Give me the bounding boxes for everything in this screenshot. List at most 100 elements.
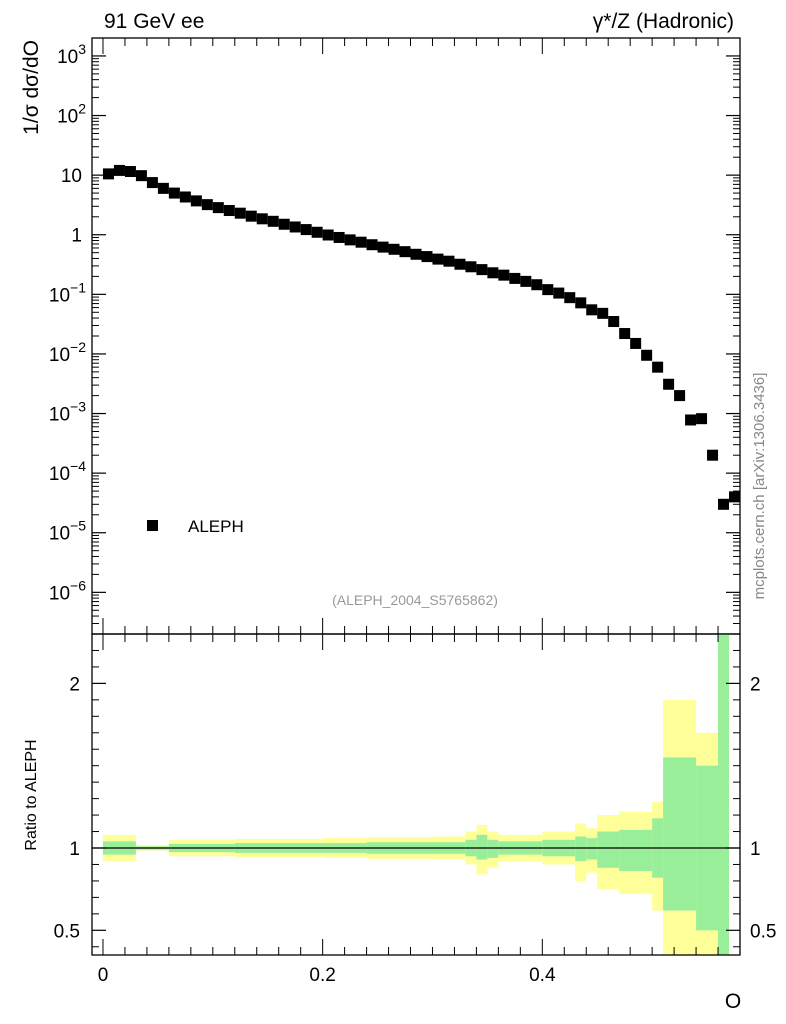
main-y-axis-label: 1/σ dσ/dO bbox=[20, 40, 43, 135]
inner-band-segment bbox=[619, 829, 653, 872]
data-point bbox=[410, 248, 422, 260]
ratio-y-tick-label-right: 1 bbox=[750, 839, 761, 860]
ratio-plot-axes: 0.5 0.5 1 1 2 2 0 0.2 0.4 bbox=[54, 633, 776, 986]
data-point bbox=[586, 304, 598, 316]
data-point bbox=[465, 261, 477, 273]
data-point bbox=[377, 241, 389, 253]
data-point bbox=[454, 258, 466, 270]
data-point bbox=[300, 224, 312, 236]
data-point bbox=[190, 195, 202, 207]
data-point bbox=[168, 187, 180, 199]
data-point bbox=[289, 221, 301, 233]
legend-label: ALEPH bbox=[188, 517, 244, 536]
data-point bbox=[355, 236, 367, 248]
inner-band-segment bbox=[487, 839, 499, 858]
data-point bbox=[575, 297, 587, 309]
data-point bbox=[674, 390, 686, 402]
inner-band-segment bbox=[663, 757, 697, 911]
energy-label: 91 GeV ee bbox=[104, 10, 204, 33]
data-point bbox=[344, 234, 356, 246]
data-point bbox=[652, 361, 664, 373]
main-plot-frame bbox=[91, 37, 741, 635]
aleph-data-points bbox=[102, 164, 741, 510]
ratio-plot-frame bbox=[91, 633, 741, 956]
ratio-y-tick-label-right: 0.5 bbox=[750, 921, 776, 942]
y-tick-label: 10 bbox=[61, 166, 82, 187]
data-point bbox=[564, 292, 576, 304]
data-point bbox=[696, 413, 708, 425]
data-point bbox=[322, 229, 334, 241]
y-tick-label: 103 bbox=[57, 41, 86, 68]
data-point bbox=[267, 215, 279, 227]
data-point bbox=[388, 243, 400, 255]
data-point bbox=[685, 414, 697, 426]
data-point bbox=[157, 182, 169, 194]
data-point bbox=[608, 316, 620, 328]
data-point bbox=[146, 177, 158, 189]
data-point bbox=[718, 498, 730, 510]
x-tick-label: 0.4 bbox=[529, 965, 556, 986]
data-point bbox=[432, 253, 444, 265]
data-point bbox=[443, 255, 455, 267]
inner-band-segment bbox=[476, 834, 488, 860]
main-plot-axes: 10−6 10−5 10−4 10−3 10−2 10−1 1 10 102 103 bbox=[49, 37, 741, 635]
data-point bbox=[135, 170, 147, 182]
data-point bbox=[245, 210, 257, 222]
y-tick-label: 10−3 bbox=[49, 399, 86, 426]
data-point bbox=[102, 168, 114, 180]
ratio-y-tick-label: 1 bbox=[69, 839, 80, 860]
data-point bbox=[278, 218, 290, 230]
data-point bbox=[619, 328, 631, 340]
data-point bbox=[223, 205, 235, 217]
data-point bbox=[212, 202, 224, 214]
data-point bbox=[707, 449, 719, 461]
data-point bbox=[124, 166, 136, 178]
data-point bbox=[366, 239, 378, 251]
y-tick-label: 10−1 bbox=[49, 279, 86, 306]
data-point bbox=[179, 191, 191, 203]
y-tick-label: 10−2 bbox=[49, 339, 86, 366]
ratio-y-tick-label-right: 2 bbox=[750, 674, 761, 695]
analysis-reference: (ALEPH_2004_S5765862) bbox=[332, 592, 498, 608]
x-axis-label: O bbox=[725, 990, 741, 1013]
data-point bbox=[553, 287, 565, 299]
data-point bbox=[542, 284, 554, 296]
inner-band-segment bbox=[575, 836, 587, 862]
data-point bbox=[729, 491, 741, 503]
data-point bbox=[531, 279, 543, 291]
watermark: mcplots.cern.ch [arXiv:1306.3436] bbox=[751, 373, 768, 600]
data-point bbox=[509, 272, 521, 284]
y-tick-label: 10−4 bbox=[49, 458, 86, 485]
ratio-y-tick-label: 2 bbox=[69, 674, 80, 695]
y-tick-label: 1 bbox=[71, 226, 82, 247]
data-point bbox=[476, 264, 488, 276]
data-point bbox=[630, 337, 642, 349]
data-point bbox=[520, 275, 532, 287]
y-tick-label: 102 bbox=[57, 101, 86, 128]
ratio-y-axis-label: Ratio to ALEPH bbox=[23, 739, 40, 850]
data-point bbox=[597, 307, 609, 319]
data-point bbox=[333, 231, 345, 243]
legend-marker bbox=[147, 520, 158, 531]
inner-band-segment bbox=[597, 831, 620, 868]
data-point bbox=[399, 246, 411, 258]
inner-band-segment bbox=[586, 838, 598, 860]
data-point bbox=[487, 267, 499, 279]
y-tick-label: 10−5 bbox=[49, 518, 86, 545]
ratio-plot-panel: 0.5 0.5 1 1 2 2 0 0.2 0.4 Ratio to ALEPH O bbox=[23, 633, 776, 1013]
data-point bbox=[663, 378, 675, 390]
inner-band-segment bbox=[718, 634, 730, 955]
ratio-uncertainty-bands bbox=[102, 634, 730, 955]
data-point bbox=[311, 226, 323, 238]
data-point bbox=[421, 251, 433, 263]
x-tick-label: 0.2 bbox=[309, 965, 335, 986]
data-point bbox=[113, 164, 125, 176]
y-tick-label: 10−6 bbox=[49, 577, 86, 604]
data-point bbox=[201, 199, 213, 211]
data-point bbox=[256, 213, 268, 225]
ratio-y-tick-label: 0.5 bbox=[54, 921, 80, 942]
data-point bbox=[641, 349, 653, 361]
x-tick-label: 0 bbox=[98, 965, 109, 986]
process-label: γ*/Z (Hadronic) bbox=[593, 10, 734, 33]
